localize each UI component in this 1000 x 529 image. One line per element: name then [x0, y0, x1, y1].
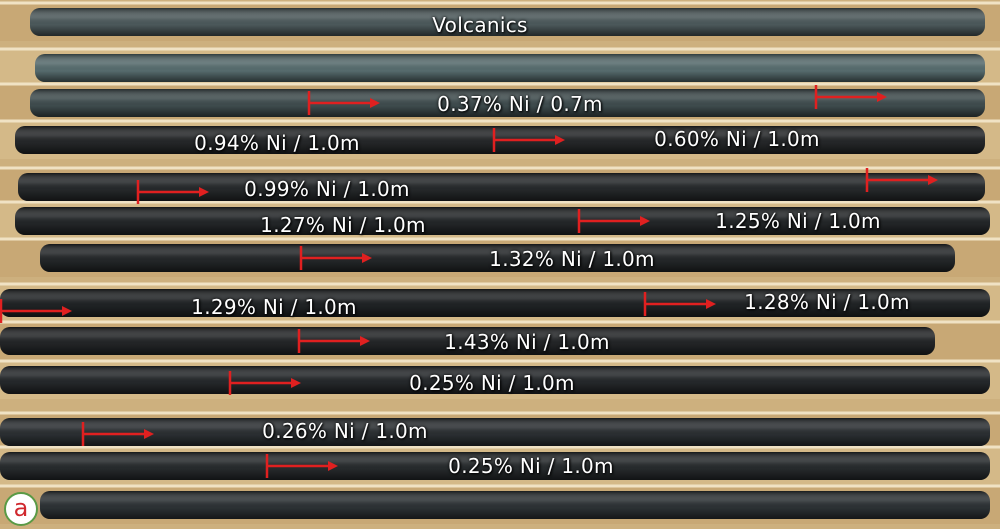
- core-shading: [0, 366, 990, 394]
- arrow-head-icon: [199, 187, 209, 197]
- arrow-head-icon: [328, 461, 338, 471]
- panel-label-badge: a: [4, 492, 38, 526]
- assay-label: 1.29% Ni / 1.0m: [191, 295, 357, 319]
- arrow-head-icon: [928, 175, 938, 185]
- assay-label: 0.26% Ni / 1.0m: [262, 419, 428, 443]
- arrow-head-icon: [877, 92, 887, 102]
- core-shading: [0, 452, 990, 480]
- core-shading: [18, 173, 985, 201]
- core-shading: [0, 327, 935, 355]
- assay-label: 0.99% Ni / 1.0m: [244, 177, 410, 201]
- arrow-head-icon: [640, 216, 650, 226]
- core-shading: [35, 54, 985, 82]
- assay-label: 1.43% Ni / 1.0m: [444, 330, 610, 354]
- arrow-head-icon: [360, 336, 370, 346]
- arrow-head-icon: [706, 299, 716, 309]
- core-shading: [40, 244, 955, 272]
- core-shading: [30, 8, 985, 36]
- core-shading: [0, 418, 990, 446]
- assay-label: 0.37% Ni / 0.7m: [437, 92, 603, 116]
- arrow-head-icon: [370, 98, 380, 108]
- lithology-label: Volcanics: [432, 13, 528, 37]
- arrow-head-icon: [291, 378, 301, 388]
- assay-label: 1.28% Ni / 1.0m: [744, 290, 910, 314]
- assay-label: 0.94% Ni / 1.0m: [194, 131, 360, 155]
- core-shading: [0, 289, 990, 317]
- core-shading: [15, 207, 990, 235]
- assay-label: 1.27% Ni / 1.0m: [260, 213, 426, 237]
- assay-label: 0.25% Ni / 1.0m: [448, 454, 614, 478]
- arrow-head-icon: [555, 135, 565, 145]
- assay-label: 0.25% Ni / 1.0m: [409, 371, 575, 395]
- assay-label: 0.60% Ni / 1.0m: [654, 127, 820, 151]
- arrow-head-icon: [362, 253, 372, 263]
- assay-label: 1.25% Ni / 1.0m: [715, 209, 881, 233]
- arrow-head-icon: [144, 429, 154, 439]
- assay-label: 1.32% Ni / 1.0m: [489, 247, 655, 271]
- core-shading: [40, 491, 990, 519]
- core-shading: [30, 89, 985, 117]
- arrow-head-icon: [62, 306, 72, 316]
